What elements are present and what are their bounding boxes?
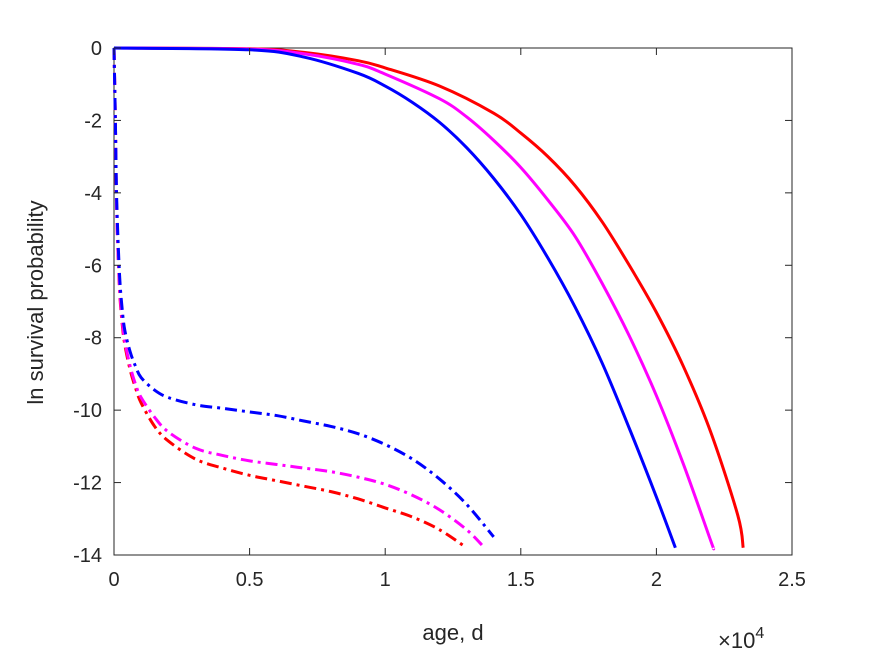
x-axis-label: age, d <box>422 620 483 645</box>
x-axis-multiplier-base: ×10 <box>718 628 755 653</box>
y-tick-label: -10 <box>73 400 102 422</box>
y-axis-label: ln survival probability <box>23 200 48 404</box>
y-tick-label: -6 <box>84 255 102 277</box>
plot-area: 0 0.5 1 1.5 2 2.5 0 -2 -4 -6 -8 -10 -12 -14 <box>73 38 806 591</box>
dashdot-series-line-4 <box>112 47 484 548</box>
x-axis-multiplier: ×104 <box>718 625 764 653</box>
x-tick-label: 1 <box>380 569 391 591</box>
x-tick-label: 0 <box>108 569 119 591</box>
solid-series-line-0 <box>113 46 745 549</box>
series-group <box>112 46 745 551</box>
tick-group: 0 0.5 1 1.5 2 2.5 0 -2 -4 -6 -8 -10 -12 -14 <box>73 38 806 591</box>
y-tick-label: -8 <box>84 328 102 350</box>
solid-series-line-1 <box>113 46 716 551</box>
x-axis-multiplier-exponent: 4 <box>755 625 764 642</box>
x-tick-label: 2.5 <box>778 569 806 591</box>
dashdot-series-line-5 <box>112 47 495 538</box>
y-tick-label: -2 <box>84 110 102 132</box>
x-tick-label: 0.5 <box>236 569 264 591</box>
y-tick-label: 0 <box>91 38 102 60</box>
solid-series-line-2 <box>113 46 677 549</box>
x-tick-label: 2 <box>651 569 662 591</box>
y-tick-label: -4 <box>84 183 102 205</box>
y-tick-label: -12 <box>73 473 102 495</box>
y-tick-label: -14 <box>73 545 102 567</box>
x-tick-label: 1.5 <box>507 569 535 591</box>
